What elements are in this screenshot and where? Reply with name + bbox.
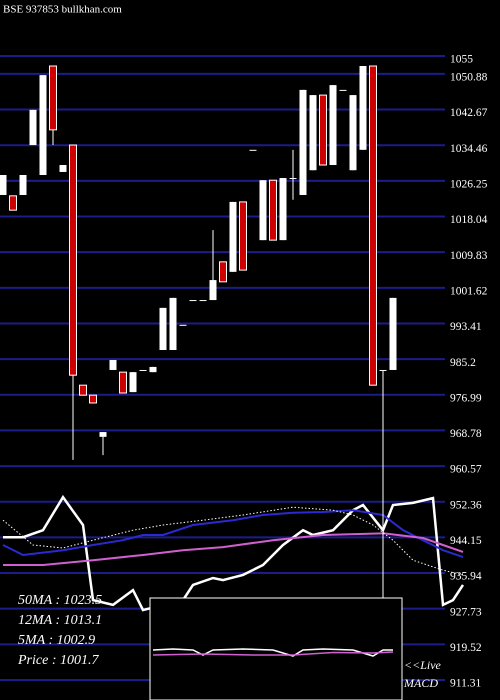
candle-body [319, 94, 327, 166]
candle-body [279, 178, 287, 241]
legend-text: 5MA : 1002.9 [18, 633, 95, 648]
candle-body [59, 165, 67, 172]
candle-body [349, 95, 357, 171]
candle-body [139, 369, 147, 371]
candle-body [69, 144, 77, 376]
y-tick-label: 935.94 [450, 571, 482, 583]
candle-body [329, 85, 337, 166]
y-tick-label: 968.78 [450, 428, 482, 440]
candle-body [379, 369, 387, 371]
macd-label: MACD [403, 676, 438, 690]
candle-body [269, 179, 277, 241]
candle-body [299, 89, 307, 195]
candle-body [9, 195, 17, 211]
candle-body [99, 432, 107, 437]
y-tick-label: 985.2 [450, 357, 476, 369]
candle-body [209, 280, 217, 301]
candle-body [109, 359, 117, 370]
candle-body [309, 95, 317, 171]
y-tick-label: 1018.04 [450, 214, 488, 226]
y-tick-label: 960.57 [450, 464, 482, 476]
candle-body [39, 75, 47, 175]
indicator-line [2, 506, 464, 576]
candle-body [79, 384, 87, 396]
y-tick-label: 976.99 [450, 392, 482, 404]
y-tick-label: 1026.25 [450, 179, 488, 191]
legend-text: Price : 1001.7 [17, 653, 99, 668]
y-tick-label: 927.73 [450, 606, 482, 618]
macd-line [152, 651, 394, 656]
candle-body [149, 366, 157, 373]
y-tick-label: 1001.62 [450, 285, 488, 297]
legend-text: 12MA : 1013.1 [18, 613, 102, 628]
macd-line [152, 648, 393, 657]
candle-body [19, 175, 27, 195]
candle-body [129, 372, 137, 393]
candle-body [229, 201, 237, 272]
legend-text: 50MA : 1023.5 [18, 593, 102, 608]
candle-body [289, 178, 297, 180]
chart-title: BSE 937853 bullkhan.com [3, 4, 122, 16]
y-tick-label: 1055 [450, 54, 473, 66]
candle-body [0, 175, 7, 195]
candle-body [189, 300, 197, 302]
candle-body [249, 149, 257, 151]
candle-body [369, 65, 377, 386]
y-tick-label: 1009.83 [450, 250, 488, 262]
candle-body [259, 180, 267, 241]
candle-body [389, 297, 397, 370]
candle-body [29, 109, 37, 146]
y-tick-label: 1034.46 [450, 143, 488, 155]
candle-body [359, 66, 367, 150]
candle-body [179, 324, 187, 326]
candle-body [219, 261, 227, 283]
y-tick-label: 1042.67 [450, 107, 488, 119]
y-tick-label: 911.31 [450, 678, 481, 690]
candle-body [159, 307, 167, 350]
y-tick-label: 944.15 [450, 535, 482, 547]
indicator-line [3, 532, 464, 566]
candle-body [169, 297, 177, 350]
y-tick-label: 1050.88 [450, 72, 488, 84]
candle-body [339, 89, 347, 91]
candle-body [199, 300, 207, 302]
indicator-line [2, 509, 464, 559]
indicator-line [3, 494, 465, 612]
y-tick-label: 993.41 [450, 321, 482, 333]
y-tick-label: 919.52 [450, 642, 482, 654]
macd-label: <<Live [404, 658, 442, 672]
macd-panel [149, 597, 403, 700]
candle-body [119, 371, 127, 394]
candle-body [239, 201, 247, 271]
y-tick-label: 952.36 [450, 499, 482, 511]
candle-body [89, 394, 97, 404]
candle-body [49, 65, 57, 131]
